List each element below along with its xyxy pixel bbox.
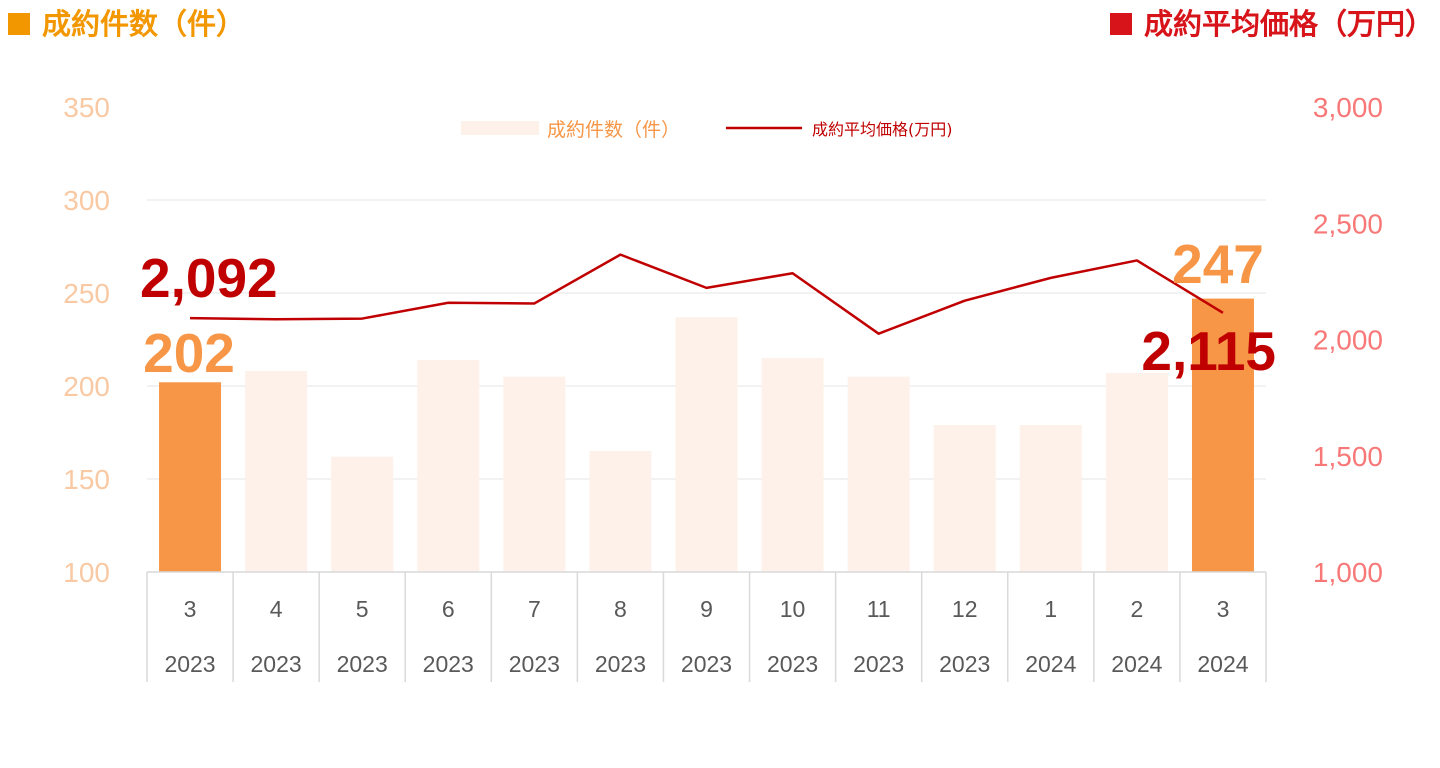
- bar: [1019, 425, 1082, 572]
- bar-highlighted: [1191, 298, 1254, 572]
- right-tick-label: 1,500: [1313, 441, 1383, 472]
- bar: [933, 425, 996, 572]
- bar: [847, 376, 910, 572]
- x-month-label: 3: [1217, 596, 1230, 622]
- x-month-label: 6: [442, 596, 455, 622]
- left-tick-label: 250: [63, 278, 110, 309]
- data-labels: 202 247 2,092 2,115: [140, 233, 1276, 384]
- x-year-label: 2024: [1111, 651, 1162, 677]
- right-tick-label: 2,000: [1313, 325, 1383, 356]
- right-axis-header: 成約平均価格（万円）: [1109, 4, 1434, 44]
- red-square-icon: [1109, 13, 1132, 35]
- count-data-label: 247: [1172, 233, 1264, 295]
- legend-bar-swatch: [461, 121, 539, 135]
- right-tick-label: 1,000: [1313, 557, 1383, 588]
- bar: [245, 371, 308, 572]
- x-month-label: 10: [780, 596, 806, 622]
- left-tick-label: 150: [63, 464, 110, 495]
- x-year-label: 2023: [509, 651, 560, 677]
- x-year-label: 2023: [853, 651, 904, 677]
- count-data-label: 202: [143, 322, 235, 384]
- bar: [417, 359, 480, 572]
- left-axis: 100 150 200 250 300 350: [63, 92, 110, 588]
- right-tick-label: 2,500: [1313, 208, 1383, 239]
- bar: [675, 317, 738, 572]
- x-year-label: 2023: [767, 651, 818, 677]
- x-month-label: 11: [867, 596, 891, 622]
- x-year-label: 2024: [1025, 651, 1076, 677]
- right-tick-label: 3,000: [1313, 92, 1383, 123]
- x-month-label: 3: [184, 596, 197, 622]
- x-year-label: 2024: [1197, 651, 1248, 677]
- x-month-label: 12: [952, 596, 978, 622]
- x-month-label: 9: [700, 596, 713, 622]
- x-year-label: 2023: [337, 651, 388, 677]
- left-axis-header: 成約件数（件）: [8, 4, 245, 44]
- x-year-label: 2023: [681, 651, 732, 677]
- bar: [503, 376, 566, 572]
- x-month-label: 2: [1130, 596, 1143, 622]
- x-month-label: 7: [528, 596, 541, 622]
- right-axis: 1,000 1,500 2,000 2,500 3,000: [1313, 92, 1383, 588]
- orange-square-icon: [8, 13, 30, 35]
- legend: 成約件数（件） 成約平均価格(万円): [461, 119, 953, 141]
- price-data-label: 2,115: [1141, 320, 1276, 382]
- line-series: [190, 253, 1224, 335]
- legend-line-label: 成約平均価格(万円): [812, 120, 953, 139]
- x-year-label: 2023: [164, 651, 215, 677]
- legend-bar-label: 成約件数（件）: [547, 119, 680, 141]
- bar: [1105, 372, 1168, 572]
- price-line: [190, 253, 1224, 335]
- left-tick-label: 200: [63, 371, 110, 402]
- left-tick-label: 350: [63, 92, 110, 123]
- x-year-label: 2023: [939, 651, 990, 677]
- bar: [761, 358, 824, 572]
- left-axis-header-text: 成約件数（件）: [42, 7, 246, 41]
- x-year-label: 2023: [595, 651, 646, 677]
- left-tick-label: 300: [63, 185, 110, 216]
- bar-series: [159, 298, 1254, 572]
- x-month-label: 1: [1044, 596, 1057, 622]
- bar: [331, 456, 394, 572]
- x-axis: 3 2023 4 2023 5 2023 6 2023 7 2023 8 2023 9 2023 10 202…: [146, 571, 1267, 682]
- right-axis-header-text: 成約平均価格（万円）: [1143, 7, 1434, 41]
- left-tick-label: 100: [63, 557, 110, 588]
- x-month-label: 4: [270, 596, 283, 622]
- x-year-label: 2023: [251, 651, 302, 677]
- bar: [589, 451, 652, 572]
- price-data-label: 2,092: [140, 247, 278, 309]
- x-year-label: 2023: [423, 651, 474, 677]
- x-month-label: 5: [356, 596, 369, 622]
- bar-highlighted: [159, 382, 222, 572]
- x-month-label: 8: [614, 596, 627, 622]
